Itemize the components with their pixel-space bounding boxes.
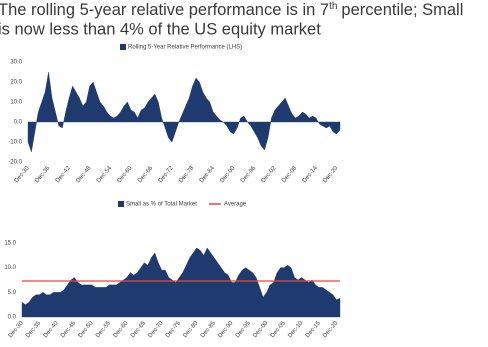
y-tick-label: -20.0 xyxy=(8,160,22,166)
x-tick-label: Dec-45 xyxy=(60,320,77,339)
x-tick-label: Dec-20 xyxy=(322,165,339,184)
title-end: percentile; Small xyxy=(341,1,463,19)
y-tick-label: -10.0 xyxy=(8,140,22,146)
x-tick-label: Dec-84 xyxy=(199,165,216,184)
area xyxy=(21,247,341,318)
x-tick-label: Dec-66 xyxy=(137,165,154,184)
title-sup: th xyxy=(329,1,337,12)
y-tick-label: 15.0 xyxy=(4,241,16,247)
y-tick-label: 0.0 xyxy=(14,120,23,126)
x-tick-label: Dec-60 xyxy=(113,320,130,339)
x-tick-label: Dec-00 xyxy=(252,320,269,339)
x-tick-label: Dec-10 xyxy=(287,320,304,339)
x-tick-label: Dec-08 xyxy=(281,165,298,184)
y-tick-label: 10.0 xyxy=(10,100,22,106)
x-tick-label: Dec-15 xyxy=(305,320,322,339)
y-tick-label: 10.0 xyxy=(4,265,16,271)
title-line-1: The rolling 5-year relative performance … xyxy=(0,1,463,20)
x-tick-label: Dec-35 xyxy=(25,320,42,339)
x-tick-label: Dec-42 xyxy=(55,165,72,184)
x-tick-label: Dec-55 xyxy=(95,320,112,339)
x-tick-label: Dec-05 xyxy=(270,320,287,339)
title-line-2: is now less than 4% of the US equity mar… xyxy=(0,20,321,38)
x-tick-label: Dec-90 xyxy=(217,320,234,339)
area xyxy=(27,71,341,153)
x-tick-label: Dec-90 xyxy=(219,165,236,184)
legend-label: Rolling 5-Year Relative Performance (LHS… xyxy=(128,45,242,51)
x-tick-label: Dec-48 xyxy=(75,165,92,184)
legend-label: Small as % of Total Market xyxy=(126,202,197,208)
legend-swatch xyxy=(118,201,124,207)
x-tick-label: Dec-30 xyxy=(8,320,25,339)
x-tick-label: Dec-78 xyxy=(178,165,195,184)
legend-swatch xyxy=(120,44,126,50)
x-tick-label: Dec-80 xyxy=(182,320,199,339)
y-tick-label: 20.0 xyxy=(10,80,22,86)
x-tick-label: Dec-20 xyxy=(322,320,339,339)
x-tick-label: Dec-54 xyxy=(96,165,113,184)
x-tick-label: Dec-60 xyxy=(117,165,134,184)
legend-label: Average xyxy=(224,202,247,208)
x-tick-label: Dec-96 xyxy=(240,165,257,184)
x-tick-label: Dec-65 xyxy=(130,320,147,339)
x-tick-label: Dec-85 xyxy=(200,320,217,339)
x-tick-label: Dec-14 xyxy=(302,165,319,184)
x-tick-label: Dec-72 xyxy=(158,165,175,184)
x-tick-label: Dec-50 xyxy=(78,320,95,339)
x-tick-label: Dec-36 xyxy=(34,165,51,184)
y-tick-label: 30.0 xyxy=(10,60,22,66)
x-tick-label: Dec-75 xyxy=(165,320,182,339)
title-start: The rolling 5-year relative performance … xyxy=(0,1,329,19)
x-tick-label: Dec-70 xyxy=(147,320,164,339)
x-tick-label: Dec-02 xyxy=(261,165,278,184)
x-tick-label: Dec-40 xyxy=(43,320,60,339)
x-tick-label: Dec-95 xyxy=(235,320,252,339)
y-tick-label: 0.0 xyxy=(8,315,17,321)
y-tick-label: 5.0 xyxy=(8,290,17,296)
x-tick-label: Dec-30 xyxy=(14,165,31,184)
